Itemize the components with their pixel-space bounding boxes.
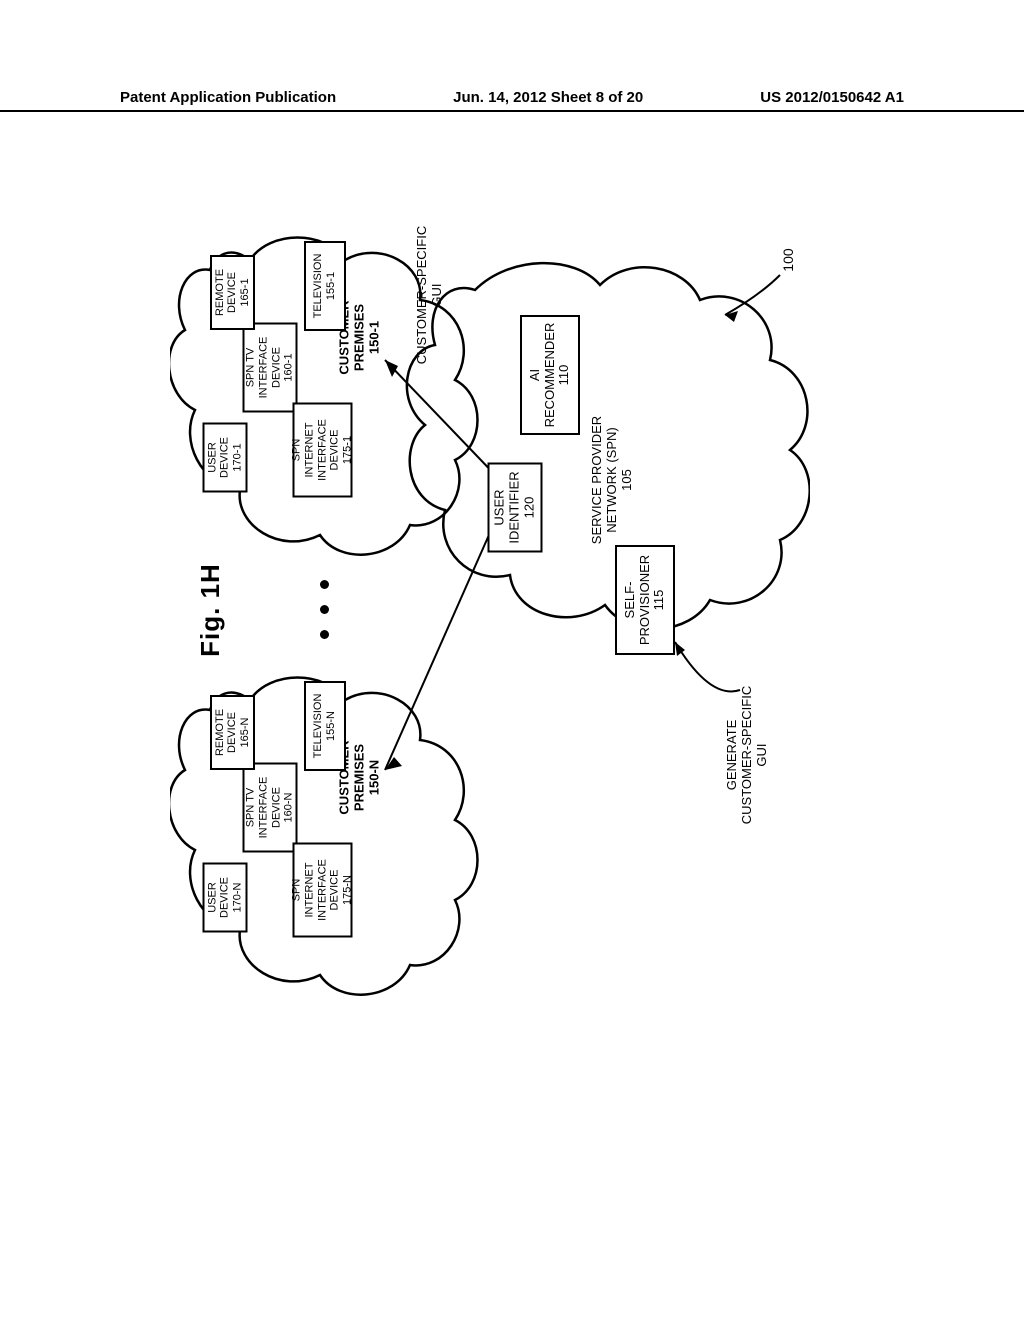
page-header: Patent Application Publication Jun. 14, … <box>0 82 1024 112</box>
box-usern-label: USER DEVICE <box>206 877 231 918</box>
box-ai-recommender-ref: 110 <box>556 365 571 386</box>
box-user-identifier-ref: 120 <box>521 497 536 519</box>
box-spntvn-ref: 160-N <box>283 793 295 823</box>
cloud-cpn-ref: 150-N <box>366 760 381 795</box>
box-tv1-ref: 155-1 <box>325 272 337 300</box>
box-user1-label: USER DEVICE <box>206 437 231 478</box>
box-self-provisioner-label: SELF- PROVISIONER <box>622 555 652 645</box>
cloud-spn-title-text: SERVICE PROVIDER NETWORK (SPN) <box>589 416 619 544</box>
box-spninetn-ref: 175-N <box>341 875 353 905</box>
annotation-cs-gui-text: CUSTOMER-SPECIFIC GUI <box>414 226 444 364</box>
box-user-identifier: USER IDENTIFIER 120 <box>488 463 543 553</box>
arrow-spn-to-cpn <box>385 510 500 770</box>
box-tvn-label: TELEVISION <box>312 694 324 759</box>
box-spntv1-ref: 160-1 <box>283 353 295 381</box>
annotation-cs-gui: CUSTOMER-SPECIFIC GUI <box>415 215 455 375</box>
header-center: Jun. 14, 2012 Sheet 8 of 20 <box>453 89 643 106</box>
cloud-cp1-ref: 150-1 <box>366 321 381 354</box>
box-self-provisioner-ref: 115 <box>651 590 666 611</box>
ellipsis-dot-3 <box>320 630 329 639</box>
box-usern-ref: 170-N <box>231 883 243 913</box>
box-remote1: REMOTE DEVICE 165-1 <box>210 255 255 330</box>
header-right: US 2012/0150642 A1 <box>760 89 904 106</box>
box-tvn: TELEVISION 155-N <box>304 681 346 771</box>
cloud-spn-ref: 105 <box>619 469 634 491</box>
header-left: Patent Application Publication <box>120 89 336 106</box>
box-tv1: TELEVISION 155-1 <box>304 241 346 331</box>
diagram: 100 SERVICE PROVIDER NETWORK (SPN) 105 A… <box>170 210 810 1030</box>
box-ai-recommender: AI RECOMMENDER 110 <box>520 315 580 435</box>
box-tv1-label: TELEVISION <box>312 254 324 319</box>
box-remote1-label: REMOTE DEVICE <box>214 269 239 316</box>
arrow-ref100-head <box>725 311 738 322</box>
ref-100: 100 <box>780 240 800 280</box>
box-spninetn-label: SPN INTERNET INTERFACE DEVICE <box>291 859 341 921</box>
annotation-generate-text: GENERATE CUSTOMER-SPECIFIC GUI <box>724 686 769 824</box>
box-spntvn-label: SPN TV INTERFACE DEVICE <box>245 777 282 839</box>
box-spntv1-label: SPN TV INTERFACE DEVICE <box>245 337 282 399</box>
box-user1-ref: 170-1 <box>231 443 243 471</box>
box-self-provisioner: SELF- PROVISIONER 115 <box>615 545 675 655</box>
ellipsis-dot-1 <box>320 580 329 589</box>
arrow-spn-to-cp1 <box>385 360 500 480</box>
box-spninet1: SPN INTERNET INTERFACE DEVICE 175-1 <box>293 403 353 498</box>
figure-label: Fig. 1H <box>195 540 225 680</box>
box-user1: USER DEVICE 170-1 <box>203 423 248 493</box>
box-remote1-ref: 165-1 <box>239 278 251 306</box>
ellipsis-dot-2 <box>320 605 329 614</box>
box-remoten-ref: 165-N <box>239 718 251 748</box>
box-tvn-ref: 155-N <box>325 711 337 741</box>
box-user-identifier-label: USER IDENTIFIER <box>492 471 522 543</box>
box-spninetn: SPN INTERNET INTERFACE DEVICE 175-N <box>293 843 353 938</box>
box-remoten-label: REMOTE DEVICE <box>214 709 239 756</box>
box-spntv1: SPN TV INTERFACE DEVICE 160-1 <box>243 323 298 413</box>
annotation-generate: GENERATE CUSTOMER-SPECIFIC GUI <box>725 670 775 840</box>
arrow-spn-to-cp1-head <box>385 360 398 377</box>
box-spninet1-label: SPN INTERNET INTERFACE DEVICE <box>291 419 341 481</box>
box-usern: USER DEVICE 170-N <box>203 863 248 933</box>
box-spntvn: SPN TV INTERFACE DEVICE 160-N <box>243 763 298 853</box>
box-spninet1-ref: 175-1 <box>341 436 353 464</box>
box-remoten: REMOTE DEVICE 165-N <box>210 695 255 770</box>
box-ai-recommender-label: AI RECOMMENDER <box>527 323 557 428</box>
